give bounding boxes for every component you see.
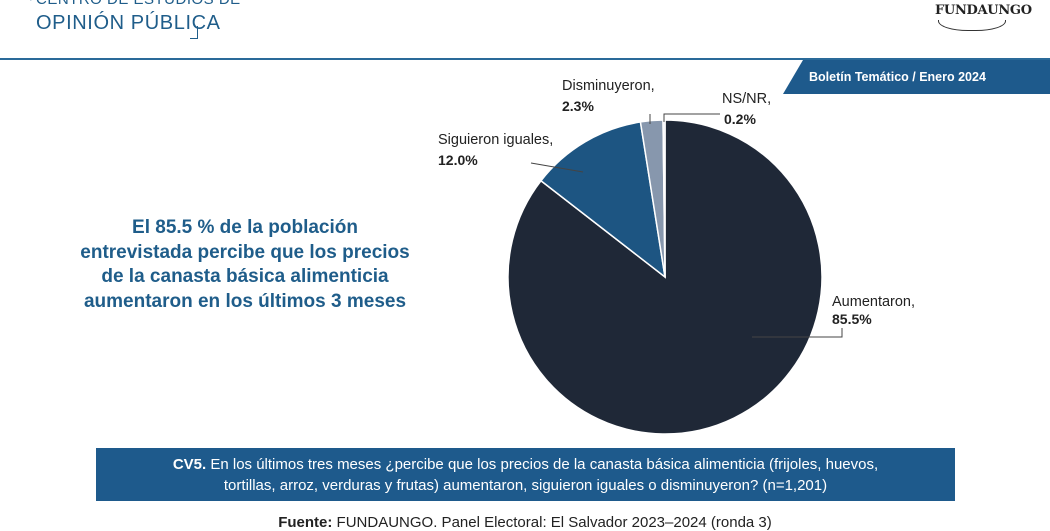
- headline-line: entrevistada percibe que los precios: [80, 241, 410, 263]
- headline: El 85.5 % de la población entrevistada p…: [40, 216, 450, 314]
- question-box: CV5. En los últimos tres meses ¿percibe …: [96, 448, 955, 501]
- slice-siguieron-iguales: [539, 121, 667, 279]
- source-text: FUNDAUNGO. Panel Electoral: El Salvador …: [332, 514, 772, 531]
- bulletin-text: Boletín Temático / Enero 2024: [809, 70, 986, 84]
- fundaungo-logo: FUNDAUNGO: [935, 0, 1032, 34]
- bulletin-banner: Boletín Temático / Enero 2024: [783, 60, 1050, 94]
- logo-text: FUNDAUNGO: [935, 3, 1032, 18]
- slice-aumentaron: [507, 119, 823, 435]
- source-label: Fuente:: [278, 514, 333, 531]
- header-rule: [0, 58, 1050, 60]
- brand-corner-mark: [190, 26, 198, 39]
- source-note: Fuente: FUNDAUNGO. Panel Electoral: El S…: [0, 514, 1050, 531]
- leader-nsnr: [663, 113, 720, 122]
- question-line-1: CV5. En los últimos tres meses ¿percibe …: [96, 454, 955, 475]
- headline-line: de la canasta básica alimenticia: [101, 266, 389, 287]
- value-nsnr: 0.2%: [724, 111, 756, 127]
- brand-tick-mark: ’: [30, 0, 32, 7]
- leader-lines: [530, 113, 843, 338]
- headline-line: El 85.5 % de la población: [132, 217, 358, 238]
- leader-aumentaron: [752, 328, 843, 338]
- label-siguieron-iguales: Siguieron iguales,: [438, 132, 553, 148]
- question-text-2: tortillas, arroz, verduras y frutas) aum…: [223, 477, 828, 494]
- header: ’ CENTRO DE ESTUDIOS DE OPINIÓN PÚBLICA …: [0, 0, 1050, 60]
- leader-siguieron-iguales: [530, 162, 584, 173]
- value-siguieron-iguales: 12.0%: [438, 152, 478, 168]
- pie-slices: [507, 119, 823, 435]
- label-disminuyeron: Disminuyeron,: [562, 78, 655, 94]
- label-aumentaron: Aumentaron,: [832, 294, 915, 310]
- question-text-1: En los últimos tres meses ¿percibe que l…: [206, 456, 879, 473]
- value-disminuyeron: 2.3%: [562, 98, 594, 114]
- label-nsnr: NS/NR,: [722, 91, 771, 107]
- center-top-label: CENTRO DE ESTUDIOS DE: [36, 0, 241, 8]
- center-name: OPINIÓN PÚBLICA: [36, 12, 221, 34]
- headline-line: aumentaron en los últimos 3 meses: [83, 290, 407, 312]
- question-code: CV5.: [172, 456, 207, 473]
- value-aumentaron: 85.5%: [832, 311, 872, 327]
- slice-labels: Aumentaron, 85.5% Siguieron iguales, 12.…: [438, 78, 915, 327]
